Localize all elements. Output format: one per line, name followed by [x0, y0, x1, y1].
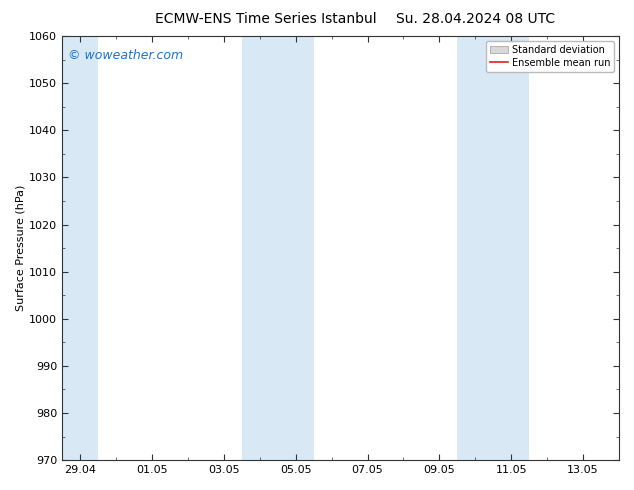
Y-axis label: Surface Pressure (hPa): Surface Pressure (hPa): [15, 185, 25, 311]
Text: Su. 28.04.2024 08 UTC: Su. 28.04.2024 08 UTC: [396, 12, 555, 26]
Text: ECMW-ENS Time Series Istanbul: ECMW-ENS Time Series Istanbul: [155, 12, 377, 26]
Bar: [62, 36, 98, 460]
Text: © woweather.com: © woweather.com: [68, 49, 183, 62]
Legend: Standard deviation, Ensemble mean run: Standard deviation, Ensemble mean run: [486, 41, 614, 72]
Bar: [242, 36, 314, 460]
Bar: [457, 36, 529, 460]
